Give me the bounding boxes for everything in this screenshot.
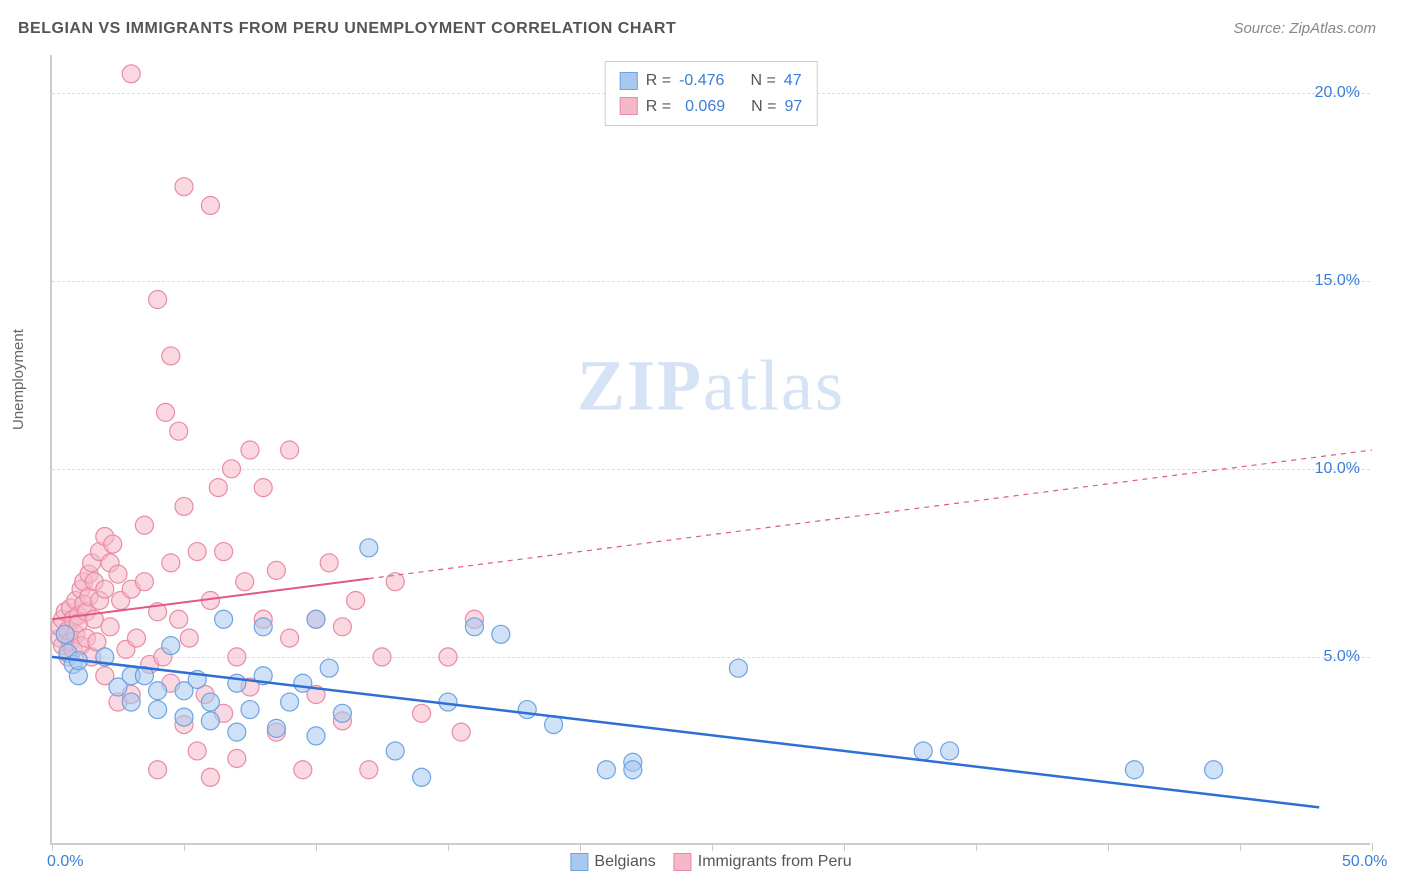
y-axis-label: Unemployment <box>10 329 27 430</box>
x-tick-label: 50.0% <box>1342 853 1387 871</box>
data-point <box>215 543 233 561</box>
data-point <box>201 768 219 786</box>
data-point <box>101 618 119 636</box>
data-point <box>104 535 122 553</box>
trend-line-dashed <box>369 450 1372 579</box>
data-point <box>267 719 285 737</box>
data-point <box>201 693 219 711</box>
data-point <box>228 749 246 767</box>
data-point <box>135 573 153 591</box>
data-point <box>294 761 312 779</box>
data-point <box>201 196 219 214</box>
legend-swatch-peru-bottom <box>674 853 692 871</box>
data-point <box>624 761 642 779</box>
legend-row-belgians: R = -0.476 N = 47 <box>620 68 803 94</box>
data-point <box>188 543 206 561</box>
data-point <box>439 648 457 666</box>
data-point <box>175 178 193 196</box>
data-point <box>492 625 510 643</box>
data-point <box>254 479 272 497</box>
data-point <box>320 659 338 677</box>
x-tick-label: 0.0% <box>47 853 83 871</box>
chart-header: BELGIAN VS IMMIGRANTS FROM PERU UNEMPLOY… <box>0 0 1406 48</box>
data-point <box>236 573 254 591</box>
legend-swatch-belgians-bottom <box>570 853 588 871</box>
data-point <box>294 674 312 692</box>
data-point <box>360 539 378 557</box>
data-point <box>413 768 431 786</box>
data-point <box>254 618 272 636</box>
data-point <box>307 610 325 628</box>
data-point <box>175 708 193 726</box>
data-point <box>149 761 167 779</box>
data-point <box>228 648 246 666</box>
legend-swatch-belgians <box>620 72 638 90</box>
data-point <box>201 712 219 730</box>
data-point <box>162 554 180 572</box>
data-point <box>228 723 246 741</box>
chart-plot-area: ZIPatlas 5.0%10.0%15.0%20.0%0.0%50.0% R … <box>50 55 1370 845</box>
legend-item-belgians: Belgians <box>570 853 655 871</box>
data-point <box>347 591 365 609</box>
data-point <box>135 516 153 534</box>
data-point <box>56 625 74 643</box>
legend-item-peru: Immigrants from Peru <box>674 853 852 871</box>
chart-source: Source: ZipAtlas.com <box>1233 20 1376 37</box>
data-point <box>241 701 259 719</box>
data-point <box>386 573 404 591</box>
data-point <box>180 629 198 647</box>
data-point <box>281 693 299 711</box>
data-point <box>729 659 747 677</box>
data-point <box>157 403 175 421</box>
data-point <box>1205 761 1223 779</box>
data-point <box>413 704 431 722</box>
data-point <box>209 479 227 497</box>
data-point <box>465 618 483 636</box>
data-point <box>518 701 536 719</box>
data-point <box>149 291 167 309</box>
data-point <box>281 441 299 459</box>
data-point <box>386 742 404 760</box>
data-point <box>307 727 325 745</box>
data-point <box>223 460 241 478</box>
data-point <box>914 742 932 760</box>
data-point <box>170 610 188 628</box>
data-point <box>175 497 193 515</box>
data-point <box>360 761 378 779</box>
data-point <box>373 648 391 666</box>
data-point <box>267 561 285 579</box>
data-point <box>109 565 127 583</box>
data-point <box>320 554 338 572</box>
data-point <box>452 723 470 741</box>
data-point <box>149 701 167 719</box>
data-point <box>1125 761 1143 779</box>
data-point <box>122 693 140 711</box>
data-point <box>281 629 299 647</box>
scatter-plot-svg <box>52 55 1370 843</box>
data-point <box>170 422 188 440</box>
data-point <box>333 618 351 636</box>
data-point <box>333 704 351 722</box>
legend-swatch-peru <box>620 97 638 115</box>
data-point <box>96 580 114 598</box>
data-point <box>127 629 145 647</box>
data-point <box>597 761 615 779</box>
data-point <box>149 682 167 700</box>
data-point <box>941 742 959 760</box>
series-legend: Belgians Immigrants from Peru <box>570 853 851 871</box>
data-point <box>241 441 259 459</box>
correlation-legend: R = -0.476 N = 47 R = 0.069 N = 97 <box>605 61 818 126</box>
chart-title: BELGIAN VS IMMIGRANTS FROM PERU UNEMPLOY… <box>18 20 676 38</box>
data-point <box>215 610 233 628</box>
legend-row-peru: R = 0.069 N = 97 <box>620 94 803 120</box>
data-point <box>162 637 180 655</box>
data-point <box>162 347 180 365</box>
data-point <box>188 742 206 760</box>
data-point <box>122 65 140 83</box>
